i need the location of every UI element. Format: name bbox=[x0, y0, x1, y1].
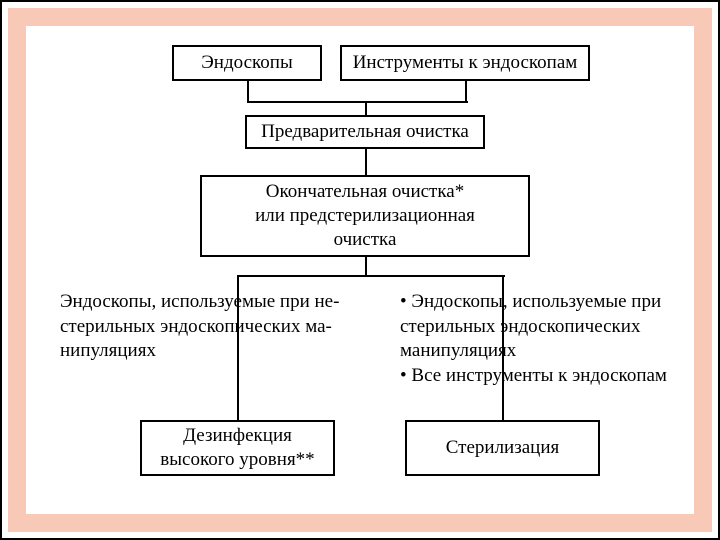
connector bbox=[247, 81, 249, 101]
node-precleaning: Предварительная очистка bbox=[245, 115, 485, 149]
node-label: Стерилизация bbox=[446, 436, 560, 460]
label-nonsterile: Эндоскопы, используемые при не-стерильны… bbox=[60, 290, 370, 364]
flowchart-canvas: Эндоскопы Инструменты к эндоскопам Предв… bbox=[0, 0, 720, 540]
label-text: • Эндоскопы, используемые пристерильных … bbox=[400, 291, 667, 386]
node-final-cleaning: Окончательная очистка*или предстерилизац… bbox=[200, 175, 530, 257]
connector bbox=[502, 275, 504, 420]
node-label: Эндоскопы bbox=[201, 51, 292, 75]
connector bbox=[247, 101, 468, 103]
node-label: Дезинфекциявысокого уровня** bbox=[160, 424, 314, 472]
label-sterile: • Эндоскопы, используемые пристерильных … bbox=[400, 290, 700, 389]
node-sterilization: Стерилизация bbox=[405, 420, 600, 476]
connector bbox=[237, 275, 239, 420]
node-endoscopes: Эндоскопы bbox=[172, 45, 322, 81]
connector bbox=[237, 275, 505, 277]
node-label: Предварительная очистка bbox=[261, 120, 469, 144]
node-label: Окончательная очистка*или предстерилизац… bbox=[255, 180, 475, 251]
connector bbox=[365, 149, 367, 175]
connector bbox=[365, 101, 367, 115]
connector bbox=[365, 257, 367, 275]
node-label: Инструменты к эндоскопам bbox=[353, 51, 578, 75]
label-text: Эндоскопы, используемые при не-стерильны… bbox=[60, 291, 339, 361]
node-disinfection: Дезинфекциявысокого уровня** bbox=[140, 420, 335, 476]
connector bbox=[465, 81, 467, 101]
node-instruments: Инструменты к эндоскопам bbox=[340, 45, 590, 81]
